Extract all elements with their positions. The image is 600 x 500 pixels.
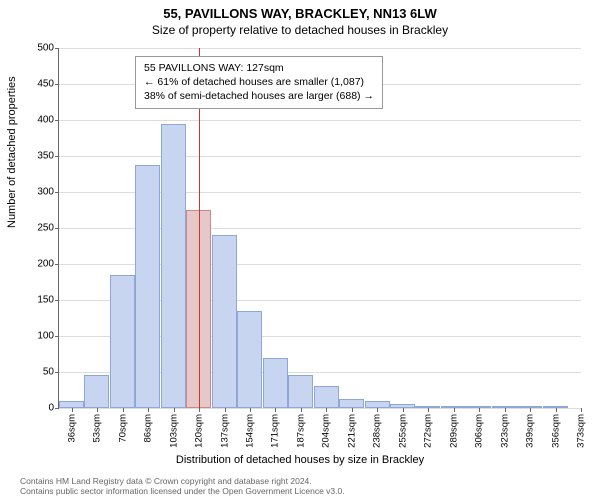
annotation-box: 55 PAVILLONS WAY: 127sqm← 61% of detache… [135, 56, 383, 109]
histogram-bar [84, 375, 109, 408]
histogram-bar [339, 399, 364, 408]
xtick-label: 255sqm [397, 414, 408, 448]
x-axis-label: Distribution of detached houses by size … [0, 454, 600, 466]
ytick-mark [55, 48, 59, 49]
xtick-mark [377, 408, 378, 412]
xtick-mark [505, 408, 506, 412]
ytick-mark [55, 300, 59, 301]
footer-line2: Contains public sector information licen… [20, 486, 345, 496]
xtick-mark [301, 408, 302, 412]
gridline [59, 156, 581, 157]
xtick-label: 323sqm [499, 414, 510, 448]
xtick-mark [581, 408, 582, 412]
footer-line1: Contains HM Land Registry data © Crown c… [20, 476, 345, 486]
xtick-label: 154sqm [244, 414, 255, 448]
xtick-label: 204sqm [321, 414, 332, 448]
xtick-label: 86sqm [143, 414, 154, 443]
histogram-bar [237, 311, 262, 408]
ytick-mark [55, 408, 59, 409]
gridline [59, 48, 581, 49]
histogram-bar [135, 165, 160, 408]
xtick-label: 36sqm [66, 414, 77, 443]
annotation-line3: 38% of semi-detached houses are larger (… [144, 89, 374, 103]
histogram-bar [161, 124, 186, 408]
chart-title-address: 55, PAVILLONS WAY, BRACKLEY, NN13 6LW [0, 0, 600, 21]
xtick-mark [530, 408, 531, 412]
xtick-label: 70sqm [117, 414, 128, 443]
histogram-bar [365, 401, 390, 408]
histogram-bar [212, 235, 237, 408]
ytick-mark [55, 336, 59, 337]
ytick-mark [55, 228, 59, 229]
ytick-mark [55, 372, 59, 373]
histogram-bar [59, 401, 84, 408]
ytick-label: 150 [24, 295, 54, 306]
xtick-label: 171sqm [270, 414, 281, 448]
chart-subtitle: Size of property relative to detached ho… [0, 21, 600, 37]
xtick-label: 373sqm [576, 414, 587, 448]
ytick-mark [55, 84, 59, 85]
xtick-label: 120sqm [194, 414, 205, 448]
annotation-line2: ← 61% of detached houses are smaller (1,… [144, 75, 374, 89]
ytick-label: 200 [24, 259, 54, 270]
xtick-mark [479, 408, 480, 412]
xtick-label: 306sqm [474, 414, 485, 448]
ytick-label: 0 [24, 403, 54, 414]
ytick-label: 400 [24, 115, 54, 126]
ytick-label: 500 [24, 43, 54, 54]
ytick-mark [55, 192, 59, 193]
xtick-mark [123, 408, 124, 412]
y-axis-label: Number of detached properties [6, 76, 18, 228]
ytick-mark [55, 264, 59, 265]
ytick-mark [55, 156, 59, 157]
xtick-mark [174, 408, 175, 412]
annotation-line1: 55 PAVILLONS WAY: 127sqm [144, 61, 374, 75]
xtick-mark [97, 408, 98, 412]
xtick-label: 137sqm [219, 414, 230, 448]
xtick-label: 238sqm [372, 414, 383, 448]
ytick-label: 250 [24, 223, 54, 234]
ytick-label: 100 [24, 331, 54, 342]
gridline [59, 408, 581, 409]
xtick-label: 289sqm [448, 414, 459, 448]
xtick-mark [352, 408, 353, 412]
xtick-label: 339sqm [525, 414, 536, 448]
ytick-label: 450 [24, 79, 54, 90]
xtick-mark [199, 408, 200, 412]
xtick-mark [148, 408, 149, 412]
xtick-mark [428, 408, 429, 412]
xtick-mark [275, 408, 276, 412]
footer-attribution: Contains HM Land Registry data © Crown c… [20, 476, 345, 496]
chart-plot-area: 36sqm53sqm70sqm86sqm103sqm120sqm137sqm15… [58, 48, 580, 408]
ytick-label: 350 [24, 151, 54, 162]
xtick-label: 272sqm [423, 414, 434, 448]
histogram-bar [263, 358, 288, 408]
xtick-label: 53sqm [92, 414, 103, 443]
histogram-bar [288, 375, 313, 408]
ytick-mark [55, 120, 59, 121]
xtick-mark [403, 408, 404, 412]
ytick-label: 300 [24, 187, 54, 198]
gridline [59, 120, 581, 121]
ytick-label: 50 [24, 367, 54, 378]
histogram-bar [314, 386, 339, 408]
xtick-mark [556, 408, 557, 412]
histogram-bar [110, 275, 135, 408]
xtick-label: 103sqm [168, 414, 179, 448]
xtick-label: 356sqm [550, 414, 561, 448]
xtick-label: 221sqm [346, 414, 357, 448]
xtick-mark [250, 408, 251, 412]
xtick-mark [326, 408, 327, 412]
xtick-mark [454, 408, 455, 412]
xtick-mark [225, 408, 226, 412]
xtick-mark [72, 408, 73, 412]
xtick-label: 187sqm [295, 414, 306, 448]
